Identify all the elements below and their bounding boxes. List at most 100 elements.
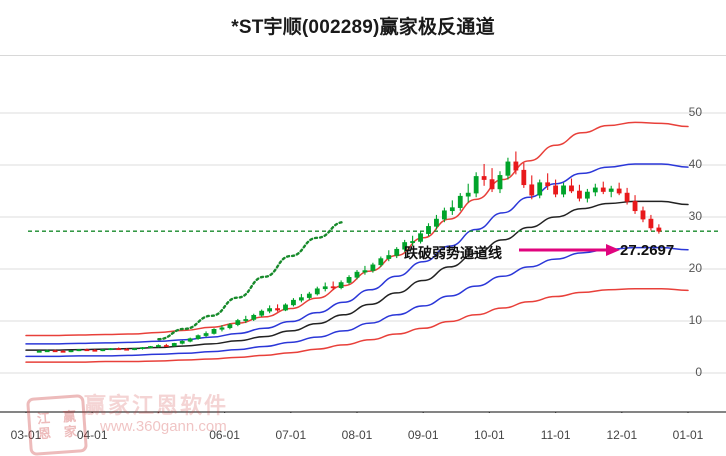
candle-body	[577, 190, 582, 199]
candle-body	[426, 226, 431, 234]
candle-body	[36, 350, 42, 353]
candle-body	[171, 343, 177, 347]
x-axis-tick-label: 09-01	[407, 428, 439, 442]
candle-body	[60, 350, 66, 353]
x-axis-tick-label: 01-01	[672, 428, 704, 442]
candle-body	[227, 324, 233, 329]
candle-body	[346, 277, 352, 283]
candle-body	[362, 270, 368, 273]
candle-body	[553, 185, 558, 195]
candle-body	[402, 242, 408, 250]
series-upper-mid-channel	[25, 163, 689, 345]
chart-plot-area	[0, 55, 726, 413]
chart-svg	[0, 55, 726, 413]
candle-body	[370, 264, 376, 271]
candle-body	[521, 169, 527, 186]
x-axis-tick-label: 03-01	[10, 428, 42, 442]
candle-body	[616, 188, 622, 194]
candle-body	[529, 184, 535, 196]
x-axis-tick-label: 04-01	[76, 428, 108, 442]
candle-body	[235, 320, 241, 325]
candle-body	[569, 185, 574, 192]
candle-body	[656, 227, 662, 232]
candle-body	[600, 187, 606, 192]
candle-body	[314, 288, 320, 295]
y-axis-tick-label: 40	[688, 157, 702, 171]
candle-body	[108, 348, 114, 351]
candle-body	[187, 338, 193, 342]
candle-body	[251, 314, 257, 320]
series-upper-channel	[25, 121, 689, 337]
watermark-url: www.360gann.com	[100, 418, 227, 435]
current-price-label: 27.2697	[620, 242, 675, 259]
candle-body	[283, 304, 288, 311]
candle-body	[434, 218, 439, 227]
candle-body	[163, 345, 169, 347]
candle-body	[465, 192, 471, 197]
series-trend-dots	[157, 221, 345, 341]
candle-body	[156, 345, 161, 347]
candle-body	[92, 349, 98, 352]
candle-body	[624, 192, 630, 202]
candle-body	[354, 271, 360, 278]
watermark-seal-icon: 江赢恩家	[26, 394, 88, 456]
series-lower-mid-channel	[25, 246, 689, 358]
candle-body	[489, 179, 495, 190]
y-axis-tick-label: 20	[688, 261, 702, 275]
candle-body	[386, 255, 392, 259]
x-axis-tick-label: 08-01	[341, 428, 373, 442]
candle-body	[481, 176, 487, 180]
candle-body	[211, 329, 217, 334]
candle-body	[537, 182, 543, 196]
candle-body	[378, 258, 384, 266]
candle-body	[418, 233, 423, 242]
candle-body	[497, 175, 503, 190]
candle-body	[513, 161, 519, 171]
candle-body	[394, 248, 400, 256]
annotation-arrow-head	[606, 244, 620, 256]
candle-body	[505, 161, 511, 176]
x-axis-tick-label: 12-01	[606, 428, 638, 442]
candle-body	[52, 350, 58, 353]
x-axis-tick-label: 10-01	[474, 428, 505, 442]
candle-body	[592, 187, 598, 193]
candle-body	[140, 347, 145, 350]
candle-body	[44, 350, 50, 353]
candle-body	[195, 335, 201, 339]
candle-body	[124, 348, 130, 351]
seal-glyph: 恩	[37, 425, 52, 442]
candle-body	[640, 210, 646, 220]
candle-body	[298, 297, 304, 301]
candle-body	[545, 182, 551, 187]
series-lower-channel	[25, 288, 689, 363]
candle-body	[330, 286, 336, 289]
candle-body	[179, 340, 185, 344]
candle-body	[473, 176, 479, 194]
candle-body	[116, 348, 122, 351]
candle-body	[76, 349, 82, 352]
candle-body	[338, 282, 344, 289]
candle-body	[84, 349, 90, 352]
candle-body	[441, 210, 447, 220]
candle-body	[259, 310, 265, 316]
candle-body	[267, 308, 273, 312]
candle-body	[608, 188, 614, 192]
candle-body	[132, 348, 137, 351]
x-axis-tick-label: 06-01	[209, 428, 240, 442]
candle-body	[68, 350, 74, 353]
candle-body	[410, 241, 416, 243]
y-axis-tick-label: 10	[688, 313, 702, 327]
y-axis-tick-label: 30	[688, 209, 702, 223]
candle-body	[584, 191, 590, 199]
x-axis-tick-label: 07-01	[275, 428, 307, 442]
candle-body	[100, 349, 106, 352]
candle-body	[219, 327, 225, 330]
page-title: *ST宇顺(002289)赢家极反通道	[231, 17, 495, 38]
candle-body	[561, 185, 566, 195]
watermark-brand: 赢家江恩软件	[84, 393, 229, 418]
candle-body	[275, 308, 280, 311]
candle-body	[449, 207, 455, 212]
seal-glyph: 家	[63, 423, 78, 440]
candle-body	[457, 195, 463, 208]
y-axis-tick-label: 50	[688, 105, 702, 119]
